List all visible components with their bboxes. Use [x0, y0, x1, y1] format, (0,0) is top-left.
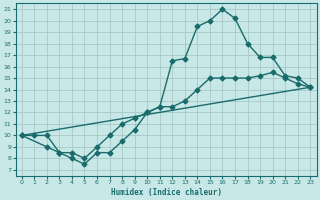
X-axis label: Humidex (Indice chaleur): Humidex (Indice chaleur) — [110, 188, 221, 197]
